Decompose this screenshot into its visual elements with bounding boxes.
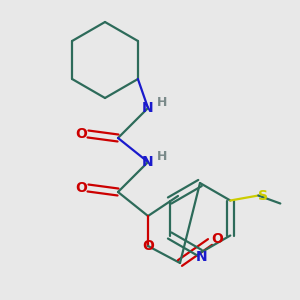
- Text: H: H: [157, 95, 167, 109]
- Text: O: O: [211, 232, 223, 246]
- Text: N: N: [196, 250, 208, 264]
- Text: O: O: [75, 127, 87, 141]
- Text: O: O: [75, 181, 87, 195]
- Text: S: S: [258, 188, 268, 203]
- Text: O: O: [142, 239, 154, 253]
- Text: N: N: [142, 155, 154, 169]
- Text: N: N: [142, 101, 154, 115]
- Text: H: H: [157, 149, 167, 163]
